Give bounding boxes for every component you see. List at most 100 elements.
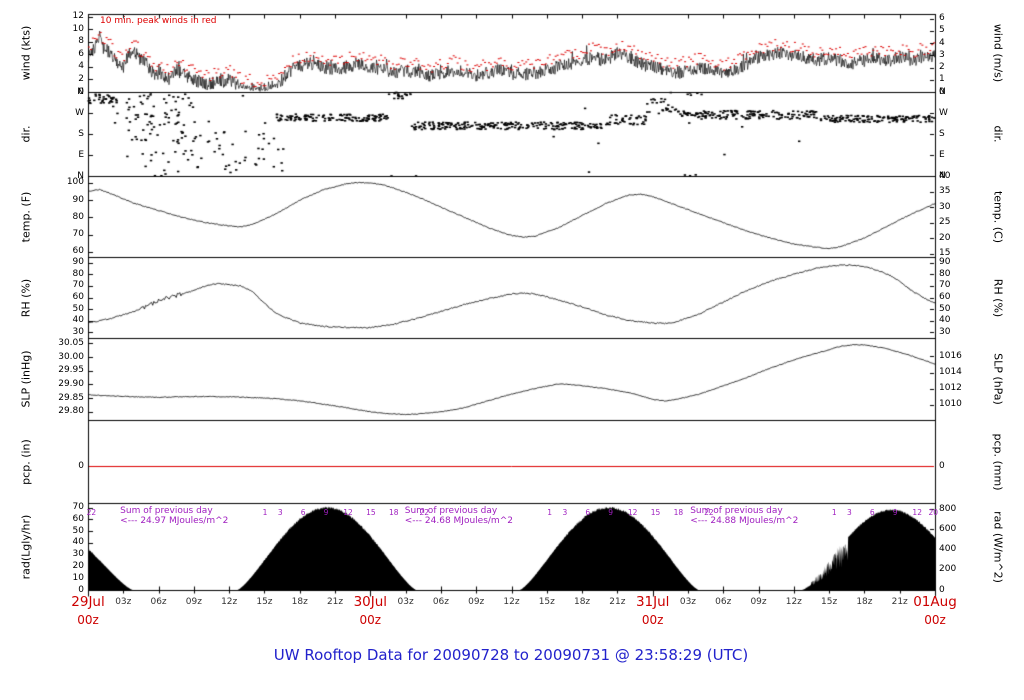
rad-sum-annotation-line2: <--- 24.97 MJoules/m^2 [120, 516, 229, 526]
y-axis-label-right-rh: RH (%) [991, 278, 1005, 317]
y-tick-label-left-rad: 0 [78, 584, 84, 595]
rad-hour-tick-label: 1 [547, 508, 552, 517]
x-day-sub-label: 00z [359, 613, 382, 627]
y-tick-label-left-slp: 29.85 [58, 392, 84, 403]
x-day-sub-label: 00z [77, 613, 99, 627]
rad-hour-tick-label: 1 [831, 508, 837, 517]
rad-hour-tick-label: 9 [608, 508, 613, 517]
x-minor-label: 18z [573, 597, 591, 607]
y-tick-label-left-rad: 10 [72, 572, 84, 583]
y-tick-label-right-slp: 1016 [939, 350, 962, 361]
rad-hour-tick-label: 12 [343, 508, 353, 517]
y-tick-label-left-rad: 30 [72, 549, 84, 560]
y-tick-label-right-dir: S [939, 128, 945, 139]
rad-sum-annotation-line1: Sum of previous day [690, 506, 783, 516]
x-minor-label: 06z [432, 597, 449, 607]
rad-hour-tick-label: 18 [388, 508, 399, 517]
x-minor-label: 12z [503, 597, 520, 607]
y-tick-label-right-rad: 800 [939, 503, 957, 514]
y-tick-label-left-wind: 8 [78, 36, 84, 47]
y-axis-label-right-rad: rad (W/m^2) [991, 510, 1005, 583]
y-tick-label-right-dir: N [939, 86, 946, 97]
y-axis-label-right-dir: dir. [991, 125, 1005, 143]
rad-hour-tick-label: 22 [86, 508, 97, 517]
rad-hour-tick-label: 9 [323, 508, 329, 517]
y-tick-label-right-rad: 600 [939, 523, 957, 534]
y-tick-label-right-temp: 40 [939, 170, 951, 181]
y-tick-label-right-temp: 15 [939, 248, 951, 259]
rad-hour-tick-label: 22 [419, 508, 430, 517]
rad-sum-annotation-line2: <--- 24.68 MJoules/m^2 [404, 516, 513, 526]
rad-hour-tick-label: 6 [869, 508, 875, 517]
y-tick-label-left-wind: 4 [78, 61, 84, 72]
y-axis-label-right-slp: SLP (hPa) [991, 353, 1005, 405]
rad-hour-tick-label: 6 [585, 508, 591, 517]
y-tick-label-right-rh: 70 [939, 280, 951, 291]
y-tick-label-left-rad: 20 [72, 560, 84, 571]
rad-sum-annotation-line1: Sum of previous day [404, 506, 498, 516]
y-tick-label-left-rad: 40 [72, 537, 84, 548]
y-tick-label-right-rad: 400 [939, 544, 957, 555]
y-tick-label-right-dir: N [939, 170, 946, 181]
y-tick-label-right-rh: 50 [939, 303, 951, 314]
rad-hour-tick-label: 3 [277, 508, 283, 517]
x-minor-label: 09z [468, 597, 485, 607]
y-tick-label-right-temp: 30 [939, 201, 951, 212]
y-tick-label-right-rh: 40 [939, 315, 951, 326]
y-tick-label-left-rh: 80 [72, 268, 84, 279]
y-tick-label-left-wind: 10 [72, 23, 84, 34]
y-tick-label-left-rh: 30 [72, 326, 84, 337]
rad-hour-tick-label: 15 [650, 508, 661, 517]
y-tick-label-right-rad: 0 [939, 584, 945, 595]
y-tick-label-left-slp: 30.05 [58, 337, 84, 348]
y-tick-label-left-pcp: 0 [78, 460, 84, 471]
y-tick-label-right-slp: 1010 [939, 399, 962, 410]
y-tick-label-left-temp: 90 [72, 194, 84, 205]
y-tick-label-right-rh: 30 [939, 326, 951, 337]
y-tick-label-left-temp: 70 [72, 229, 84, 240]
x-minor-label: 15z [821, 597, 838, 607]
y-tick-label-right-wind: 4 [939, 37, 945, 48]
y-tick-label-left-rh: 60 [72, 292, 84, 302]
rad-hour-tick-label: 12 [912, 508, 922, 517]
y-tick-label-left-dir: N [77, 86, 84, 97]
x-minor-label: 03z [397, 597, 414, 607]
y-tick-label-left-rh: 70 [72, 280, 84, 291]
y-tick-label-right-wind: 2 [939, 62, 945, 73]
x-minor-label: 18z [856, 597, 873, 607]
y-tick-label-left-temp: 80 [72, 211, 84, 222]
x-minor-label: 03z [679, 597, 697, 607]
rad-hour-tick-label: 9 [892, 508, 898, 517]
y-axis-label-right-temp: temp. (C) [991, 190, 1005, 243]
y-tick-label-left-dir: N [77, 170, 84, 181]
x-minor-label: 09z [185, 597, 202, 607]
rad-hour-tick-label: 1 [262, 508, 268, 517]
rad-hour-tick-label: 3 [562, 508, 568, 517]
x-minor-label: 21z [609, 597, 626, 607]
y-tick-label-right-wind: 3 [939, 49, 945, 60]
y-tick-label-left-rad: 50 [72, 525, 84, 536]
y-tick-label-right-pcp: 0 [939, 460, 945, 471]
y-tick-label-right-wind: 5 [939, 25, 945, 36]
y-axis-label-right-pcp: pcp. (mm) [991, 432, 1005, 491]
rad-hour-tick-label: 6 [300, 508, 306, 517]
rad-hour-tick-label: 15 [366, 508, 376, 517]
y-tick-label-right-wind: 0 [939, 86, 945, 97]
x-day-sub-label: 00z [641, 613, 664, 627]
chart-title: UW Rooftop Data for 20090728 to 20090731… [273, 646, 749, 664]
x-minor-label: 21z [326, 597, 344, 607]
y-tick-label-right-temp: 35 [939, 186, 951, 196]
x-minor-label: 09z [750, 597, 767, 607]
x-minor-label: 12z [785, 597, 802, 607]
y-tick-label-right-dir: E [939, 149, 945, 160]
x-minor-label: 15z [538, 597, 555, 607]
y-tick-label-left-rh: 50 [72, 303, 84, 314]
y-tick-label-left-slp: 29.95 [58, 365, 84, 376]
x-minor-label: 12z [221, 597, 238, 607]
peak-winds-note: 10 min. peak winds in red [100, 16, 217, 26]
y-tick-label-left-rad: 70 [72, 502, 84, 513]
y-tick-label-left-wind: 6 [78, 48, 84, 59]
y-tick-label-left-slp: 29.90 [58, 378, 84, 389]
x-day-label: 30Jul [353, 594, 388, 610]
